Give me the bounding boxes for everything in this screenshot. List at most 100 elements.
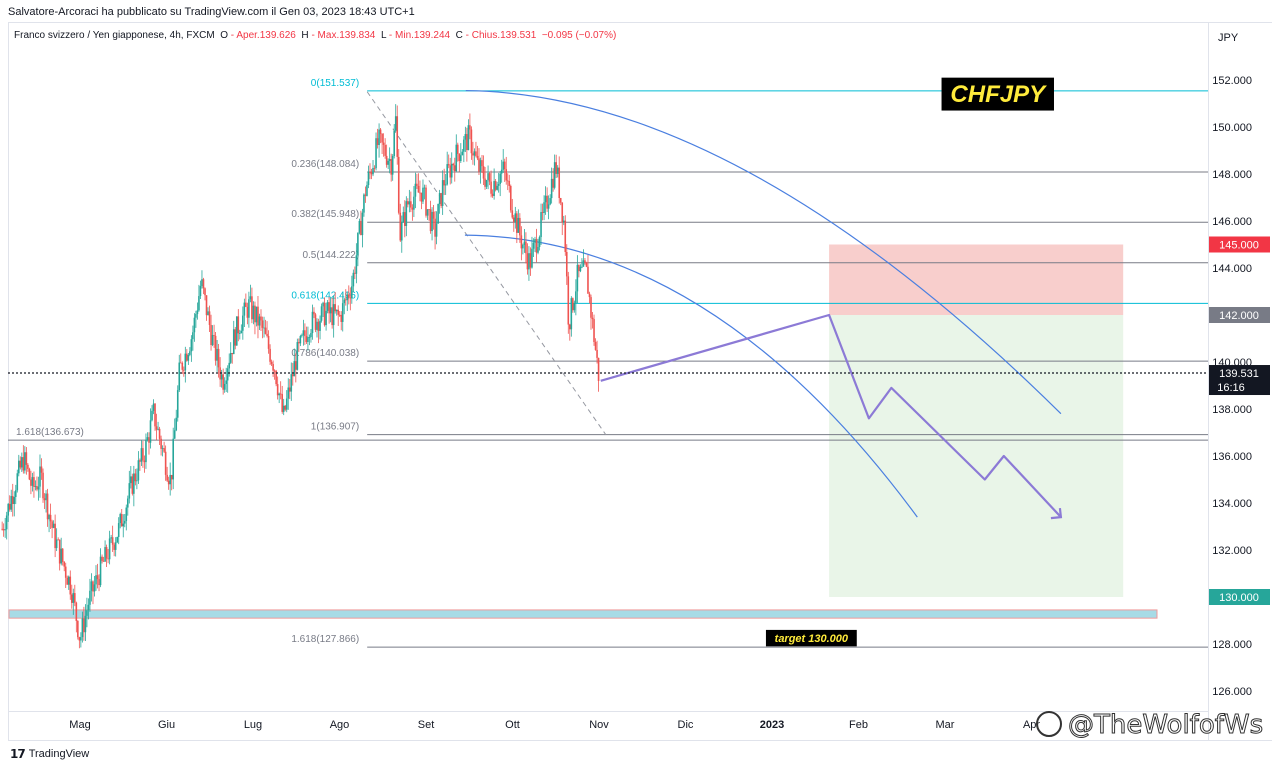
- candle-body-126: [192, 332, 194, 340]
- candle-body-138: [210, 324, 212, 346]
- candle-body-372: [564, 220, 567, 253]
- candle-body-128: [195, 314, 197, 318]
- candle-body-306: [464, 134, 467, 140]
- candle-body-369: [559, 198, 562, 203]
- candle-body-318: [482, 166, 485, 179]
- candle-body-287: [435, 223, 438, 237]
- candle-body-65: [99, 556, 102, 586]
- candle-body-28: [43, 498, 46, 501]
- title-box-text: CHFJPY: [950, 81, 1047, 108]
- candle-body-350: [531, 248, 533, 268]
- candle-body-190: [288, 387, 291, 392]
- candle-body-388: [588, 293, 591, 298]
- candle-body-324: [491, 193, 494, 196]
- candle-body-139: [211, 335, 214, 346]
- candle-body-188: [285, 398, 288, 410]
- candle-body-389: [590, 297, 592, 318]
- candle-body-106: [161, 448, 164, 449]
- candle-body-108: [164, 451, 167, 475]
- last-price-text: 139.531: [1219, 368, 1259, 380]
- candle-body-198: [301, 335, 303, 337]
- candle-body-223: [338, 314, 341, 316]
- candle-body-162: [246, 306, 249, 318]
- candle-body-376: [570, 298, 573, 330]
- time-tick-Set: Set: [418, 719, 435, 731]
- candle-body-53: [81, 618, 84, 638]
- candle-body-107: [163, 448, 165, 452]
- candle-body-101: [154, 403, 156, 427]
- social-logo-icon: [1036, 710, 1062, 737]
- candle-body-158: [240, 330, 243, 334]
- candle-body-70: [107, 558, 109, 560]
- candle-body-16: [25, 452, 28, 465]
- candle-body-265: [402, 212, 405, 222]
- candle-body-368: [558, 167, 561, 199]
- low-value: - Min.139.244: [388, 30, 451, 41]
- candle-body-42: [64, 566, 67, 578]
- last-price-badge: [1209, 365, 1270, 396]
- time-tick-Ago: Ago: [330, 719, 350, 731]
- candle-body-48: [74, 593, 76, 603]
- candle-body-179: [272, 364, 274, 371]
- tradingview-brand[interactable]: 𝟭𝟳 TradingView: [10, 747, 89, 761]
- candle-body-323: [490, 181, 492, 194]
- candle-body-35: [54, 523, 56, 549]
- candle-body-97: [148, 437, 150, 443]
- candle-body-375: [569, 324, 571, 330]
- candle-body-203: [308, 337, 311, 338]
- candle-body-155: [235, 316, 238, 346]
- candle-body-384: [582, 260, 585, 267]
- candle-body-173: [263, 327, 265, 329]
- candle-body-14: [22, 457, 25, 471]
- candle-body-68: [104, 547, 106, 562]
- candle-body-358: [543, 202, 545, 213]
- price-badge-text-0: 145.000: [1219, 240, 1259, 252]
- candle-body-204: [310, 333, 312, 338]
- candle-body-230: [349, 297, 352, 299]
- candle-body-252: [382, 142, 385, 145]
- candle-body-113: [172, 438, 175, 480]
- candle-body-391: [593, 319, 595, 343]
- candle-body-98: [149, 420, 152, 443]
- symbol-title[interactable]: Franco svizzero / Yen giapponese, 4h, FX…: [14, 30, 215, 41]
- candle-body-311: [472, 153, 474, 156]
- candle-body-236: [358, 220, 361, 233]
- close-value: - Chius.139.531: [465, 30, 537, 41]
- price-axis-border: [1208, 22, 1209, 741]
- candle-body-123: [187, 354, 190, 361]
- candle-body-153: [232, 329, 235, 355]
- candle-body-349: [529, 253, 532, 268]
- time-tick-Nov: Nov: [589, 719, 609, 731]
- candle-body-373: [565, 252, 568, 277]
- price-badge-text-1: 142.000: [1219, 310, 1259, 322]
- candle-body-220: [334, 304, 336, 312]
- tradingview-logo-icon: 𝟭𝟳: [10, 747, 26, 761]
- candle-body-94: [143, 460, 146, 463]
- candle-body-89: [136, 480, 138, 482]
- candle-body-210: [319, 320, 321, 331]
- high-value: - Max.139.834: [311, 30, 376, 41]
- candle-body-163: [248, 299, 250, 318]
- candle-body-386: [585, 262, 588, 267]
- candle-body-379: [575, 291, 577, 303]
- candle-body-221: [335, 309, 338, 312]
- candle-body-122: [186, 353, 188, 361]
- candle-body-57: [87, 604, 90, 611]
- candle-body-214: [325, 310, 327, 326]
- candle-body-4: [7, 503, 10, 516]
- candle-body-76: [116, 536, 118, 543]
- candle-body-378: [573, 302, 576, 311]
- time-tick-Ott: Ott: [505, 719, 520, 731]
- candle-body-263: [399, 212, 402, 241]
- candle-body-356: [540, 212, 542, 238]
- candle-body-333: [505, 169, 508, 181]
- candle-body-258: [391, 156, 394, 175]
- candle-body-1: [2, 529, 5, 531]
- candle-body-130: [198, 296, 200, 311]
- candle-body-240: [364, 194, 367, 196]
- candle-body-112: [170, 474, 173, 480]
- candle-body-136: [207, 311, 209, 316]
- candle-body-338: [512, 217, 515, 222]
- candle-body-172: [261, 320, 264, 328]
